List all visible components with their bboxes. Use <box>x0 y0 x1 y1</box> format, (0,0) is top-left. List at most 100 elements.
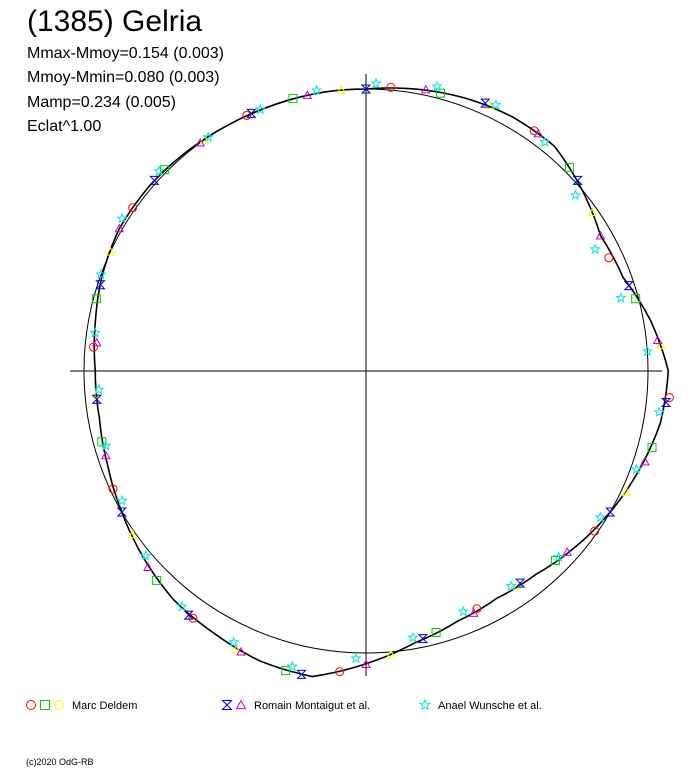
legend-marker <box>418 698 432 711</box>
series-1-point <box>108 484 118 494</box>
series-2-point <box>149 175 160 185</box>
series-3-point <box>457 605 469 617</box>
series-3-point <box>370 77 382 89</box>
series-2-point <box>143 562 153 571</box>
legend-marker <box>235 699 247 710</box>
series-2-point <box>652 335 663 345</box>
stat-mamp: Mamp=0.234 (0.005) <box>27 94 176 111</box>
series-2-point <box>361 659 371 668</box>
series-3-point <box>310 84 323 96</box>
series-3-point <box>490 98 502 110</box>
series-2-point <box>114 223 125 233</box>
series-1-point <box>91 294 101 304</box>
series-2-point <box>572 175 583 185</box>
series-1-point <box>288 94 298 104</box>
series-2-point <box>236 646 246 656</box>
series-1-point <box>472 604 482 614</box>
series-2-point <box>623 281 635 291</box>
series-2-point <box>91 337 102 347</box>
series-1-point <box>621 487 632 497</box>
series-1-point <box>587 207 598 217</box>
legend-label: Romain Montaigut et al. <box>254 700 370 712</box>
series-2-point <box>417 634 429 644</box>
series-1-point <box>231 644 241 654</box>
series-3-point <box>350 652 362 664</box>
series-3-point <box>254 103 266 115</box>
series-3-point <box>89 326 101 338</box>
series-2-point <box>640 456 650 466</box>
series-1-point <box>242 110 252 120</box>
series-1-point <box>188 613 198 623</box>
series-3-point <box>228 636 240 647</box>
stat-eclat: Eclat^1.00 <box>27 118 102 135</box>
mean-curve <box>93 87 670 678</box>
series-3-point <box>407 631 419 643</box>
series-2-point <box>246 108 257 118</box>
series-3-point <box>116 212 128 224</box>
series-3-point <box>539 136 551 147</box>
series-3-point <box>176 600 188 612</box>
series-1-point <box>105 246 116 256</box>
series-1-point <box>152 575 162 585</box>
series-2-point <box>360 84 372 94</box>
series-3-point <box>615 291 627 303</box>
series-2-point <box>533 128 544 138</box>
data-points <box>89 77 674 679</box>
series-2-point <box>100 450 111 460</box>
series-3-point <box>505 580 517 591</box>
series-3-point <box>202 131 215 142</box>
series-2-point <box>116 507 127 517</box>
series-3-point <box>594 511 606 523</box>
legend-marker <box>221 700 233 710</box>
mean-curve-line <box>93 87 670 678</box>
series-3-point <box>569 189 582 200</box>
series-3-point <box>100 439 112 451</box>
series-3-point <box>552 551 565 562</box>
series-1-point <box>485 100 495 109</box>
series-1-point <box>435 88 445 98</box>
series-1-point <box>385 649 396 659</box>
series-1-point <box>91 389 102 399</box>
series-2-point <box>91 394 102 404</box>
series-2-point <box>605 507 616 517</box>
series-1-point <box>386 82 396 92</box>
series-1-point <box>647 443 657 453</box>
series-2-point <box>195 137 206 147</box>
series-3-point <box>139 549 152 561</box>
legend: Marc Deldem Romain Montaigut et al. Anael … <box>26 698 542 712</box>
series-3-point <box>589 243 601 254</box>
series-3-point <box>286 660 299 672</box>
series-1-point <box>564 163 574 173</box>
series-2-point <box>420 84 431 94</box>
series-1-point <box>128 203 138 213</box>
series-1-point <box>127 529 138 539</box>
series-3-point <box>95 268 107 280</box>
series-3-point <box>431 80 443 92</box>
series-2-point <box>660 398 672 408</box>
series-3-point <box>630 463 643 475</box>
series-1-point <box>631 294 641 304</box>
series-1-point <box>335 667 345 677</box>
series-2-point <box>468 608 479 617</box>
stat-mmoy-mmin: Mmoy-Mmin=0.080 (0.003) <box>27 69 220 86</box>
series-2-point <box>296 669 307 679</box>
legend-marker <box>26 700 36 710</box>
series-2-point <box>302 90 313 99</box>
series-3-point <box>93 383 105 395</box>
series-2-point <box>480 98 491 108</box>
legend-marker <box>54 700 64 710</box>
legend-marker <box>40 700 50 710</box>
series-3-point <box>116 494 128 506</box>
series-1-point <box>604 253 614 263</box>
legend-label: Marc Deldem <box>72 700 137 712</box>
chart-title: (1385) Gelria <box>27 5 203 38</box>
series-2-point <box>595 230 606 240</box>
series-1-point <box>590 526 600 536</box>
series-1-point <box>89 342 99 352</box>
series-2-point <box>562 547 573 556</box>
series-1-point <box>656 340 666 349</box>
legend-label: Anael Wunsche et al. <box>438 700 542 712</box>
copyright-text: (c)2020 OdG-RB <box>26 757 94 767</box>
series-2-point <box>183 610 194 620</box>
